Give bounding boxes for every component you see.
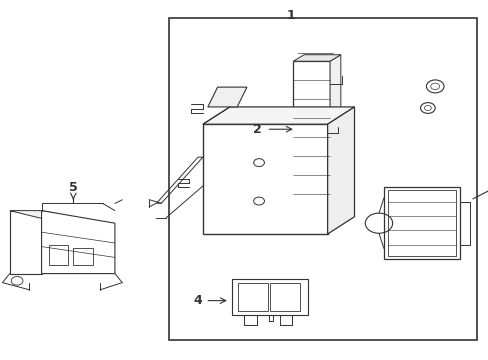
Text: 1: 1 — [286, 9, 295, 22]
Polygon shape — [203, 107, 354, 124]
Bar — [168, 18, 476, 340]
Bar — [383, 187, 459, 259]
Bar — [269, 283, 300, 311]
Bar — [293, 61, 329, 212]
Bar — [49, 245, 68, 265]
Bar — [10, 211, 41, 274]
Bar — [73, 248, 93, 265]
Polygon shape — [329, 55, 340, 212]
Polygon shape — [327, 107, 354, 234]
Bar — [203, 124, 327, 234]
Text: 4: 4 — [193, 294, 202, 307]
Polygon shape — [41, 211, 115, 274]
Polygon shape — [10, 211, 102, 223]
Text: 5: 5 — [69, 181, 78, 194]
Bar — [238, 283, 268, 311]
Bar — [387, 190, 455, 256]
Polygon shape — [207, 87, 246, 107]
Bar — [459, 202, 469, 245]
Text: 2: 2 — [252, 123, 261, 136]
Polygon shape — [293, 55, 340, 61]
Bar — [232, 279, 307, 315]
